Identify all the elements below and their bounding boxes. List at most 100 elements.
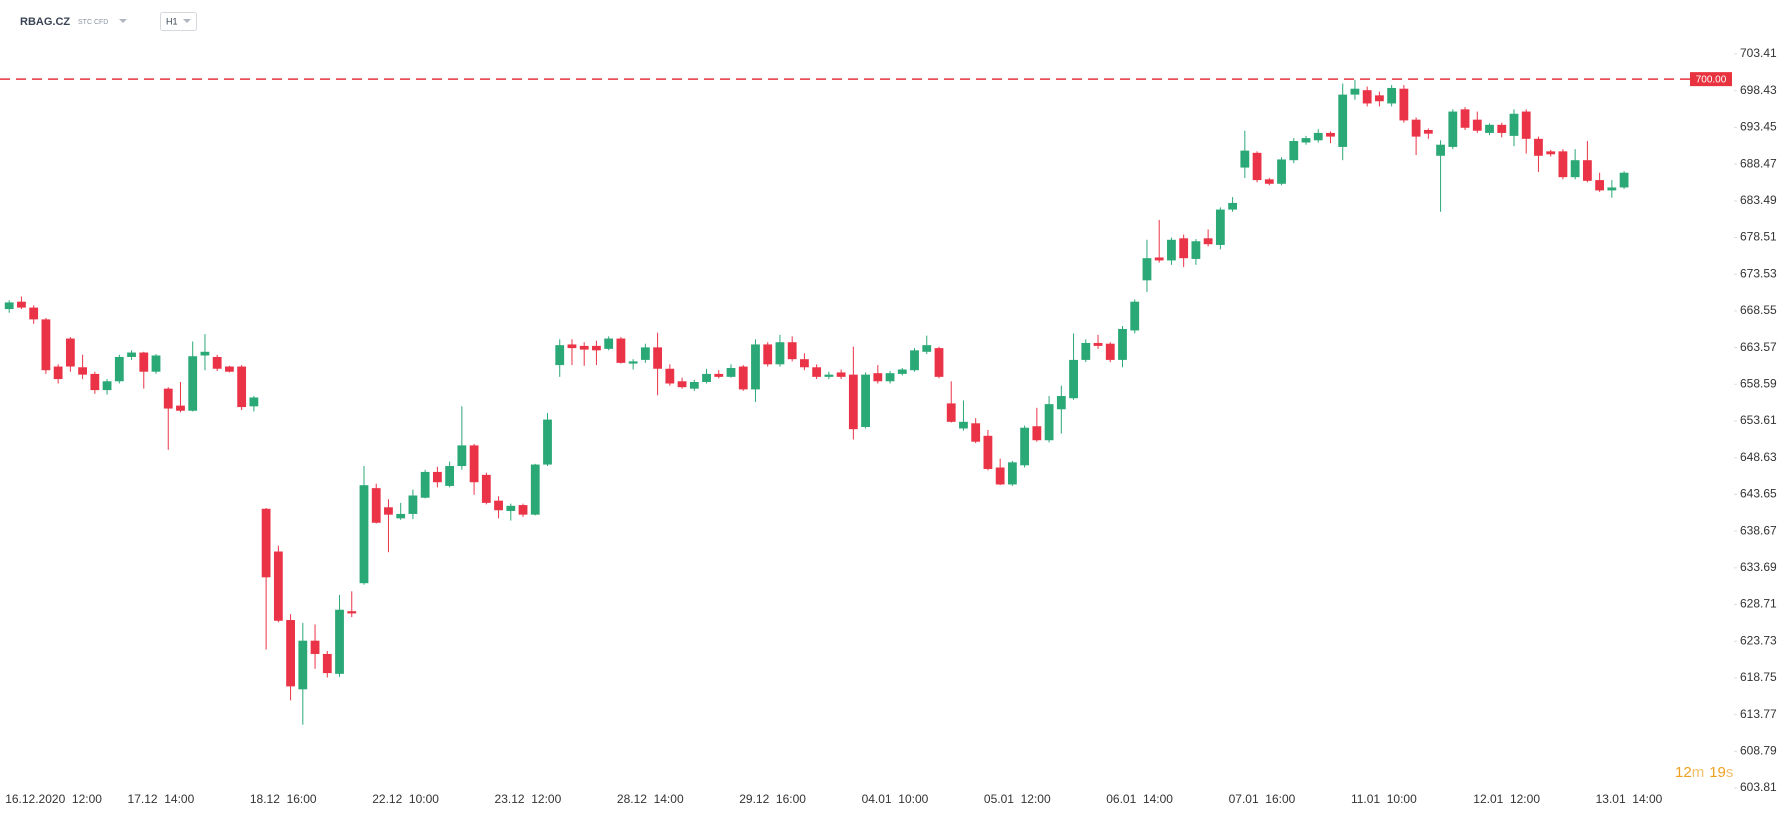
y-tick-label: 628.71: [1740, 597, 1777, 611]
candle-body: [1118, 328, 1127, 360]
candle-body: [384, 507, 393, 515]
candle-body: [1289, 141, 1299, 161]
candle-body: [1497, 124, 1507, 133]
candle-body: [127, 352, 136, 357]
countdown-minutes-unit: m: [1692, 764, 1705, 781]
candle-body: [176, 405, 185, 411]
candle-body: [714, 373, 724, 377]
candle-body: [604, 338, 614, 349]
candle-body: [800, 359, 809, 368]
candle-body: [616, 338, 626, 363]
candle-body: [1485, 124, 1494, 133]
candle-body: [1509, 113, 1519, 136]
candle-body: [1056, 396, 1066, 410]
candle-body: [347, 611, 357, 614]
candle-body: [1044, 404, 1054, 441]
x-tick-label: 23.12 12:00: [495, 792, 562, 806]
candle-body: [1215, 209, 1225, 245]
candle-body: [396, 513, 406, 519]
candle-body: [934, 348, 944, 377]
candle-body: [310, 640, 320, 654]
candle-body: [1521, 111, 1531, 139]
countdown-seconds-unit: s: [1726, 764, 1734, 781]
candle-body: [1619, 172, 1629, 188]
dropdown-caret[interactable]: [119, 19, 127, 23]
y-tick-label: 653.61: [1740, 413, 1777, 427]
candle-body: [1570, 160, 1580, 178]
candle-body: [469, 445, 479, 483]
candle-body: [677, 381, 687, 388]
candle-body: [273, 551, 283, 621]
candle-body: [286, 620, 295, 687]
candle-body: [188, 356, 198, 411]
candle-body: [298, 640, 308, 690]
candle-body: [1032, 426, 1042, 441]
x-tick-label: 13.01 14:00: [1596, 792, 1663, 806]
candle-body: [873, 373, 883, 382]
instrument-type: STC CFD: [78, 19, 108, 26]
candle-body: [114, 356, 124, 382]
candle-body: [1020, 427, 1030, 466]
candle-body: [335, 609, 344, 674]
countdown-seconds: 19: [1709, 764, 1726, 781]
y-tick-label: 608.79: [1740, 743, 1777, 757]
candle-body: [910, 350, 919, 371]
timeframe-caret[interactable]: [183, 19, 191, 23]
x-tick-label: 12.01 12:00: [1473, 792, 1540, 806]
candle-body: [812, 367, 822, 377]
x-tick-label: 28.12 14:00: [617, 792, 684, 806]
candle-body: [787, 342, 797, 360]
candle-body: [775, 342, 785, 365]
candle-body: [1546, 151, 1556, 155]
candle-body: [1460, 109, 1470, 128]
y-tick-label: 693.45: [1740, 120, 1777, 134]
candle-body: [1240, 150, 1250, 168]
candle-body: [836, 372, 846, 377]
candle-body: [1105, 343, 1115, 360]
candle-body: [592, 345, 601, 351]
candle-body: [1228, 202, 1238, 210]
y-tick-label: 703.41: [1740, 46, 1777, 60]
candle-body: [1558, 151, 1568, 178]
x-tick-label: 06.01 14:00: [1106, 792, 1173, 806]
candle-body: [1411, 119, 1421, 137]
x-tick-label: 05.01 12:00: [984, 792, 1051, 806]
candle-body: [897, 369, 907, 374]
candle-body: [457, 445, 467, 467]
candle-body: [29, 307, 39, 320]
candle-body: [640, 347, 650, 360]
timeframe[interactable]: H1: [166, 16, 178, 26]
candle-body: [579, 345, 589, 350]
candle-body: [225, 366, 234, 372]
countdown: 12m 19s: [1675, 764, 1733, 781]
candle-body: [1191, 241, 1201, 259]
candle-body: [445, 466, 455, 486]
candle-body: [885, 373, 895, 382]
candle-body: [848, 374, 858, 430]
candle-body: [151, 355, 161, 372]
candle-body: [200, 351, 210, 356]
candle-body: [1167, 239, 1176, 261]
candle-body: [726, 368, 736, 377]
candle-body: [922, 345, 932, 352]
price-tag-label: 700.00: [1696, 74, 1727, 85]
candle-body: [1326, 132, 1335, 137]
candle-body: [494, 500, 503, 511]
timeframe-box[interactable]: [160, 12, 197, 31]
y-tick-label: 603.81: [1740, 780, 1777, 794]
x-tick-label: 11.01 10:00: [1351, 792, 1417, 806]
candle-body: [653, 347, 663, 369]
x-tick-label: 16.12.2020 12:00: [5, 792, 102, 806]
candle-body: [1301, 138, 1311, 143]
candle-body: [1142, 258, 1152, 281]
candle-body: [1375, 95, 1384, 102]
candle-body: [1595, 180, 1605, 191]
candle-body: [65, 338, 75, 367]
candle-body: [1399, 88, 1409, 121]
candle-body: [543, 419, 552, 465]
x-tick-label: 17.12 14:00: [128, 792, 195, 806]
symbol[interactable]: RBAG.CZ: [20, 16, 70, 28]
candle-body: [359, 485, 369, 584]
candle-body: [1423, 129, 1433, 134]
